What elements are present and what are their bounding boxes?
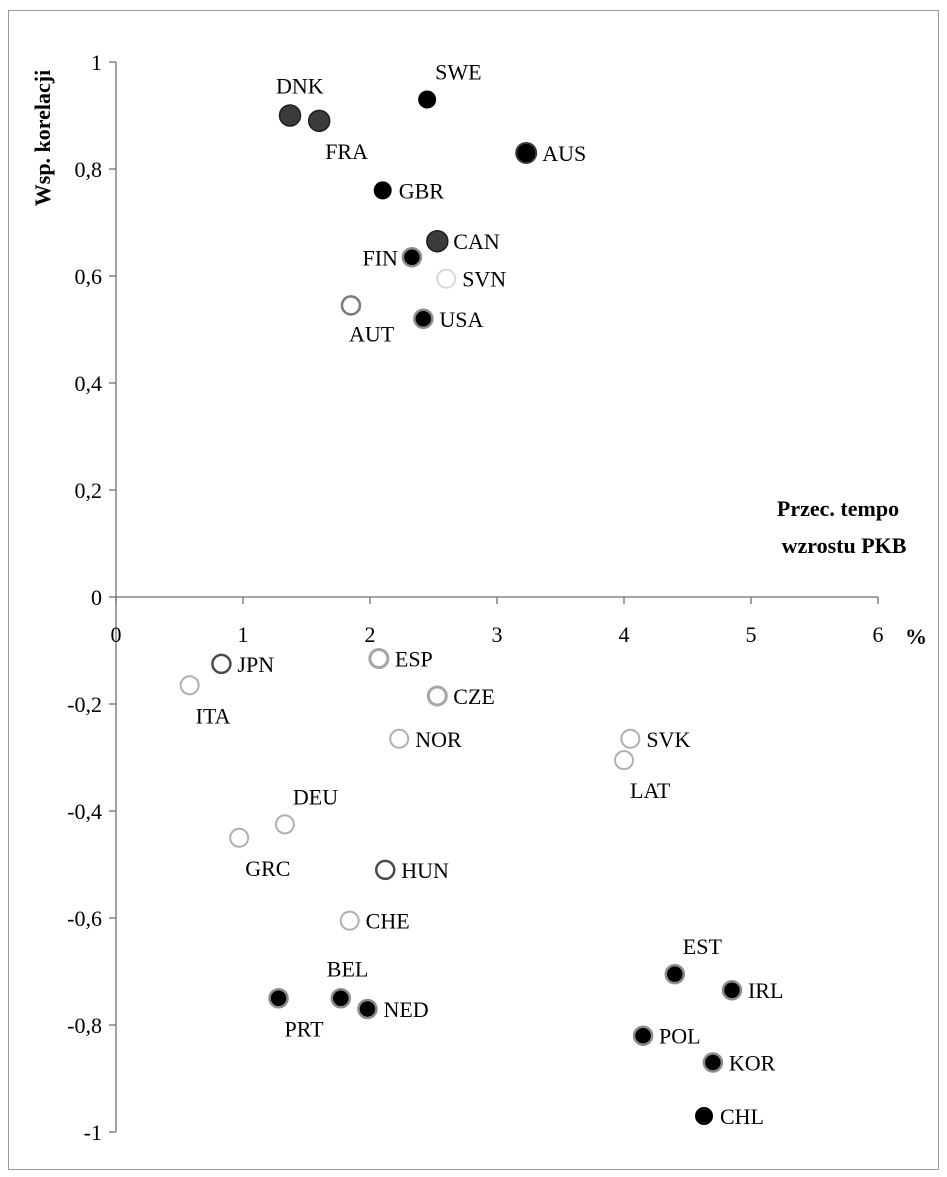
point-hun xyxy=(374,859,396,881)
point-est xyxy=(664,963,686,985)
point-nor xyxy=(389,728,410,749)
point-swe xyxy=(418,90,437,109)
label-fra: FRA xyxy=(325,139,368,164)
point-che xyxy=(339,910,360,931)
point-can xyxy=(426,229,449,253)
label-nor: NOR xyxy=(415,727,462,752)
y-tick-label: -1 xyxy=(84,1120,102,1145)
axes xyxy=(109,61,879,1133)
point-ita xyxy=(179,675,200,696)
label-bel: BEL xyxy=(327,956,369,981)
point-fin xyxy=(401,247,423,268)
label-grc: GRC xyxy=(245,856,290,881)
label-aut: AUT xyxy=(349,321,395,346)
point-ned xyxy=(357,998,378,1020)
label-irl: IRL xyxy=(748,978,783,1003)
point-grc xyxy=(229,827,250,848)
point-dnk xyxy=(278,104,302,127)
point-bel xyxy=(330,988,352,1009)
label-ned: NED xyxy=(383,997,428,1022)
point-deu xyxy=(274,814,295,835)
label-svk: SVK xyxy=(646,727,690,752)
point-svn xyxy=(436,268,457,289)
point-prt xyxy=(268,988,289,1009)
y-tick-label: -0,4 xyxy=(67,799,102,824)
x-tick-label: 0 xyxy=(111,622,122,647)
point-jpn xyxy=(211,653,232,675)
label-jpn: JPN xyxy=(237,652,274,677)
x-tick-label: 3 xyxy=(492,622,503,647)
x-axis-title-line-2: wzrostu PKB xyxy=(782,533,907,558)
label-kor: KOR xyxy=(729,1050,776,1075)
point-chl xyxy=(695,1106,714,1125)
y-tick-label: -0,6 xyxy=(67,906,102,931)
y-tick-label: -0,8 xyxy=(67,1013,102,1038)
point-usa xyxy=(413,308,434,330)
y-tick-label: 0,6 xyxy=(75,264,103,289)
label-dnk: DNK xyxy=(276,74,324,99)
y-axis-title: Wsp. korelacji xyxy=(30,70,55,206)
point-irl xyxy=(721,979,743,1001)
label-esp: ESP xyxy=(395,647,433,672)
x-tick-label: 5 xyxy=(746,622,757,647)
y-tick-label: 0 xyxy=(91,585,102,610)
label-pol: POL xyxy=(659,1024,701,1049)
tick-labels: 1 0,8 0,6 0,4 0,2 0 -0,2 -0,4 -0,6 -0,8 -1 0 1 2 3 4 5 6 xyxy=(67,50,883,1145)
y-tick-label: 0,2 xyxy=(75,478,103,503)
x-tick-label: 2 xyxy=(365,622,376,647)
x-axis-title-line-1: Przec. tempo xyxy=(777,496,899,521)
y-tick-label: -0,2 xyxy=(67,692,102,717)
label-cze: CZE xyxy=(453,684,495,709)
point-esp xyxy=(368,648,390,670)
y-tick-label: 0,4 xyxy=(75,371,103,396)
label-usa: USA xyxy=(439,307,483,332)
point-lat xyxy=(614,750,634,771)
label-che: CHE xyxy=(366,909,410,934)
x-axis-unit: % xyxy=(905,624,927,649)
label-est: EST xyxy=(683,934,723,959)
point-fra xyxy=(307,109,331,133)
x-tick-label: 1 xyxy=(238,622,249,647)
y-tick-label: 1 xyxy=(91,50,102,75)
label-swe: SWE xyxy=(435,59,481,84)
data-points xyxy=(179,90,743,1125)
y-tick-label: 0,8 xyxy=(75,157,103,182)
label-svn: SVN xyxy=(462,267,506,292)
chart-frame xyxy=(8,10,939,1170)
label-lat: LAT xyxy=(630,778,671,803)
point-pol xyxy=(632,1025,654,1046)
point-kor xyxy=(702,1052,724,1073)
label-aus: AUS xyxy=(542,141,586,166)
x-tick-label: 6 xyxy=(873,622,884,647)
label-chl: CHL xyxy=(720,1104,764,1129)
x-tick-label: 4 xyxy=(619,622,630,647)
point-aus xyxy=(515,141,538,164)
label-gbr: GBR xyxy=(399,178,445,203)
label-fin: FIN xyxy=(362,245,398,270)
point-gbr xyxy=(373,181,392,200)
label-deu: DEU xyxy=(293,784,338,809)
point-svk xyxy=(620,728,641,749)
label-prt: PRT xyxy=(285,1016,325,1041)
point-cze xyxy=(426,685,448,707)
label-can: CAN xyxy=(453,229,500,254)
point-aut xyxy=(340,295,362,316)
label-ita: ITA xyxy=(196,703,231,728)
point-labels: DNK FRA SWE AUS GBR CAN FIN SVN AUT USA JPN ITA ESP C… xyxy=(196,59,784,1129)
label-hun: HUN xyxy=(401,858,449,883)
